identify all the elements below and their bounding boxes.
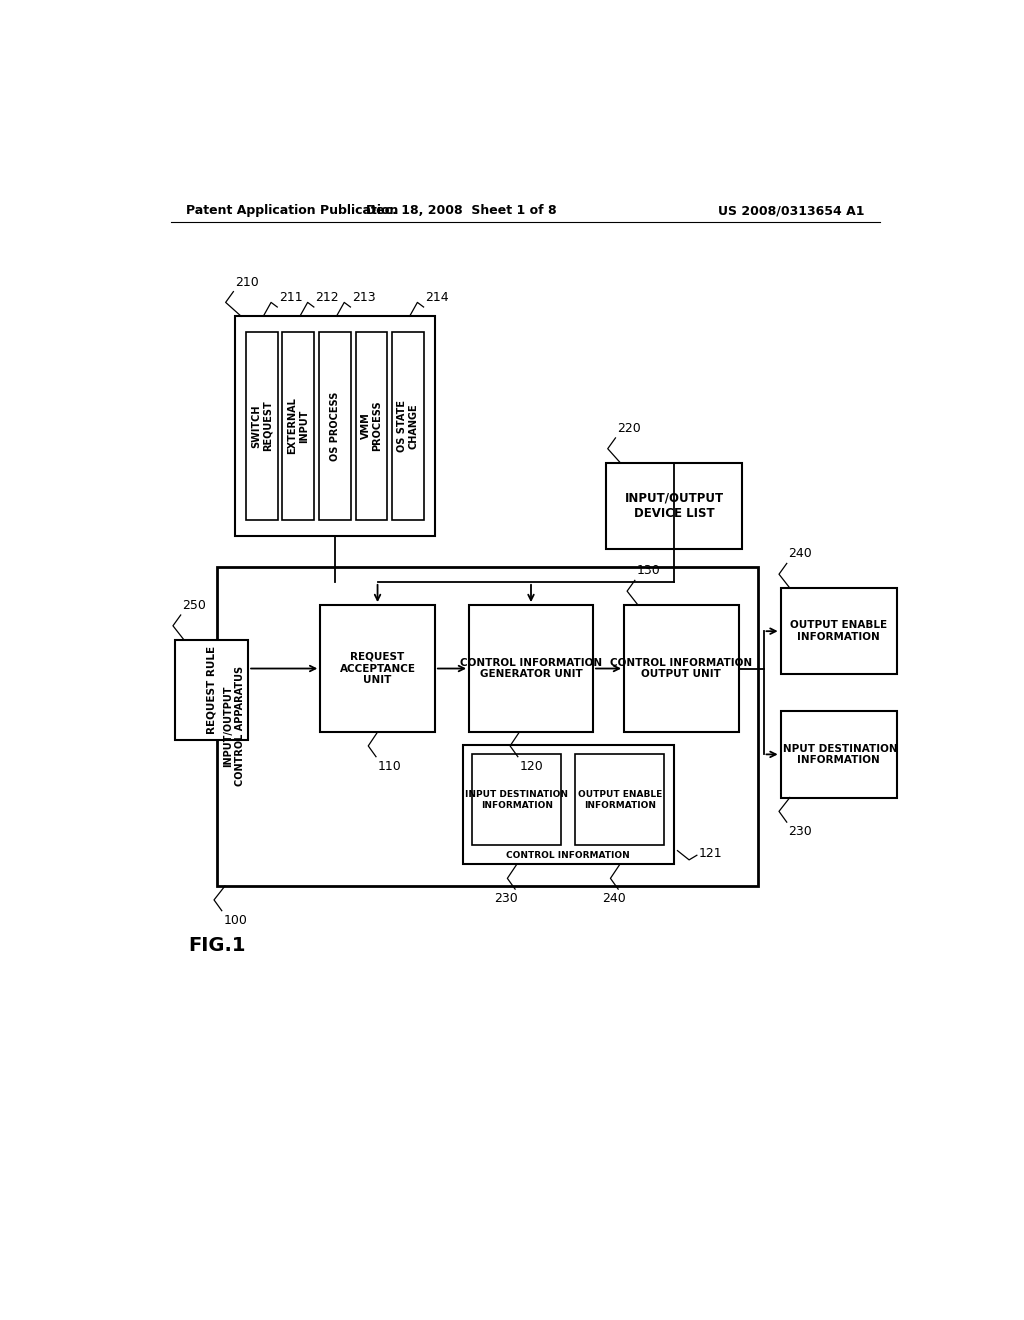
Text: 100: 100 — [223, 913, 247, 927]
Text: 121: 121 — [698, 847, 722, 861]
Text: OUTPUT ENABLE
INFORMATION: OUTPUT ENABLE INFORMATION — [791, 620, 887, 642]
Text: CONTROL INFORMATION
OUTPUT UNIT: CONTROL INFORMATION OUTPUT UNIT — [610, 657, 753, 680]
Text: 120: 120 — [519, 760, 543, 772]
Text: CONTROL INFORMATION
GENERATOR UNIT: CONTROL INFORMATION GENERATOR UNIT — [460, 657, 602, 680]
Bar — [780, 589, 897, 675]
Text: INPUT/OUTPUT
CONTROL APPARATUS: INPUT/OUTPUT CONTROL APPARATUS — [223, 667, 245, 787]
Text: SWITCH
REQUEST: SWITCH REQUEST — [251, 400, 272, 451]
Bar — [575, 755, 665, 845]
Bar — [780, 711, 897, 797]
Text: 240: 240 — [602, 892, 626, 906]
Bar — [321, 605, 435, 733]
Bar — [472, 755, 561, 845]
Bar — [174, 640, 248, 739]
Text: REQUEST RULE: REQUEST RULE — [206, 645, 216, 734]
Bar — [283, 331, 314, 520]
Text: 211: 211 — [279, 290, 302, 304]
Bar — [318, 331, 351, 520]
Text: 110: 110 — [378, 760, 401, 772]
Text: 130: 130 — [636, 564, 660, 577]
Text: 220: 220 — [617, 422, 641, 434]
Bar — [463, 744, 674, 865]
Text: OS STATE
CHANGE: OS STATE CHANGE — [397, 400, 419, 451]
Text: REQUEST
ACCEPTANCE
UNIT: REQUEST ACCEPTANCE UNIT — [340, 652, 416, 685]
Text: US 2008/0313654 A1: US 2008/0313654 A1 — [718, 205, 864, 218]
Text: 210: 210 — [234, 276, 259, 289]
Text: OS PROCESS: OS PROCESS — [330, 391, 340, 461]
Text: FIG.1: FIG.1 — [188, 936, 246, 956]
Text: INPUT/OUTPUT
DEVICE LIST: INPUT/OUTPUT DEVICE LIST — [625, 491, 724, 520]
Text: EXTERNAL
INPUT: EXTERNAL INPUT — [288, 397, 309, 454]
Bar — [217, 566, 758, 886]
Bar — [355, 331, 387, 520]
Bar — [469, 605, 593, 733]
Text: OUTPUT ENABLE
INFORMATION: OUTPUT ENABLE INFORMATION — [578, 791, 662, 809]
Text: Dec. 18, 2008  Sheet 1 of 8: Dec. 18, 2008 Sheet 1 of 8 — [366, 205, 557, 218]
Bar — [624, 605, 738, 733]
Text: VMM
PROCESS: VMM PROCESS — [360, 401, 382, 451]
Bar — [606, 462, 741, 549]
Text: CONTROL INFORMATION: CONTROL INFORMATION — [506, 851, 630, 859]
Text: 230: 230 — [788, 825, 812, 838]
Text: Patent Application Publication: Patent Application Publication — [186, 205, 398, 218]
Bar — [234, 317, 435, 536]
Text: 230: 230 — [494, 892, 518, 906]
Text: 214: 214 — [425, 290, 449, 304]
Text: 213: 213 — [352, 290, 376, 304]
Bar — [246, 331, 278, 520]
Text: INPUT DESTINATION
INFORMATION: INPUT DESTINATION INFORMATION — [465, 791, 568, 809]
Text: INPUT DESTINATION
INFORMATION: INPUT DESTINATION INFORMATION — [779, 743, 898, 766]
Text: 250: 250 — [182, 599, 206, 612]
Text: 212: 212 — [315, 290, 339, 304]
Text: 240: 240 — [788, 548, 812, 560]
Bar — [392, 331, 424, 520]
